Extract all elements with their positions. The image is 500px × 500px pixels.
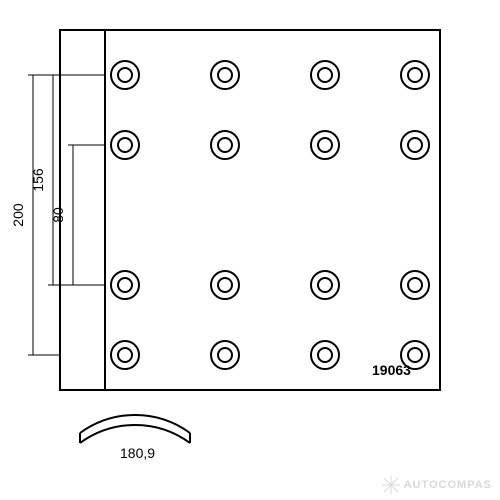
rivet-hole-inner xyxy=(118,278,132,292)
technical-drawing: 20015680 19063 180,9 xyxy=(0,0,500,500)
rivet-hole-inner xyxy=(218,68,232,82)
rivet-hole-inner xyxy=(318,138,332,152)
rivet-hole-inner xyxy=(318,68,332,82)
curvature-label: 180,9 xyxy=(120,445,155,461)
dim-80-label: 80 xyxy=(50,207,66,223)
compass-icon xyxy=(382,476,400,494)
rivet-hole-inner xyxy=(408,278,422,292)
curvature-arc-bot xyxy=(80,425,190,443)
rivet-hole-inner xyxy=(408,68,422,82)
rivet-hole-inner xyxy=(408,138,422,152)
rivet-hole-inner xyxy=(408,348,422,362)
rivet-hole-inner xyxy=(218,348,232,362)
rivet-hole-inner xyxy=(318,278,332,292)
rivet-hole-inner xyxy=(118,348,132,362)
rivet-hole-inner xyxy=(118,68,132,82)
watermark: AUTOCOMPAS xyxy=(382,476,492,494)
rivet-hole-inner xyxy=(218,138,232,152)
dim-156-label: 156 xyxy=(30,168,46,192)
dim-200-label: 200 xyxy=(10,203,26,227)
rivet-hole-inner xyxy=(218,278,232,292)
rivet-hole-inner xyxy=(318,348,332,362)
part-number: 19063 xyxy=(372,362,411,378)
watermark-text: AUTOCOMPAS xyxy=(404,479,492,491)
rivet-hole-inner xyxy=(118,138,132,152)
